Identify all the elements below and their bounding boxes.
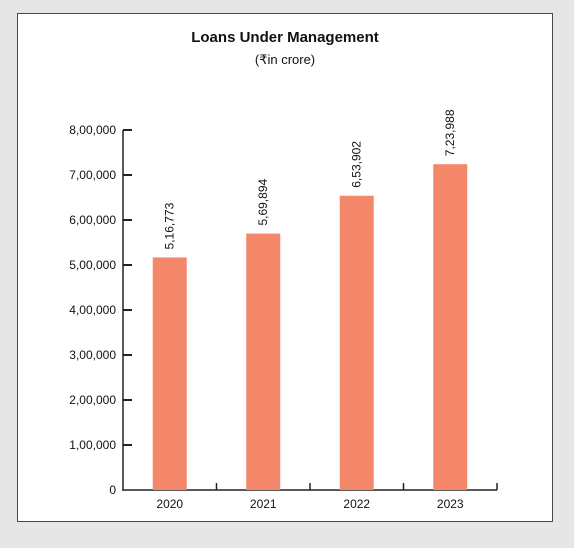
data-label: 7,23,988: [443, 109, 457, 156]
data-label: 5,69,894: [256, 179, 270, 226]
bar-2021: [246, 233, 281, 490]
y-tick-label: 7,00,000: [69, 168, 116, 182]
chart-subtitle: (₹in crore): [254, 52, 316, 67]
x-tick-label: 2021: [250, 497, 277, 511]
y-tick-label: 4,00,000: [69, 303, 116, 317]
bar-chart: 0 1,00,000 2,00,000 3,00,000 4,00,000 5,00,00…: [69, 109, 498, 511]
y-tick-label: 0: [109, 483, 116, 497]
chart-frame: Loans Under Management (₹in crore) 0 1,00…: [17, 13, 553, 522]
y-tick-label: 3,00,000: [69, 348, 116, 362]
y-tick-label: 6,00,000: [69, 213, 116, 227]
bar-2023: [433, 164, 468, 491]
bar-2022: [339, 195, 374, 491]
data-label: 6,53,902: [350, 141, 364, 188]
y-tick-label: 1,00,000: [69, 438, 116, 452]
y-tick-label: 2,00,000: [69, 393, 116, 407]
y-tick-label: 5,00,000: [69, 258, 116, 272]
x-tick-label: 2022: [343, 497, 370, 511]
bar-2020: [152, 257, 187, 490]
x-tick-label: 2020: [156, 497, 183, 511]
x-tick-label: 2023: [437, 497, 464, 511]
data-label: 5,16,773: [163, 202, 177, 249]
chart-title: Loans Under Management: [191, 29, 379, 46]
y-tick-label: 8,00,000: [69, 123, 116, 137]
